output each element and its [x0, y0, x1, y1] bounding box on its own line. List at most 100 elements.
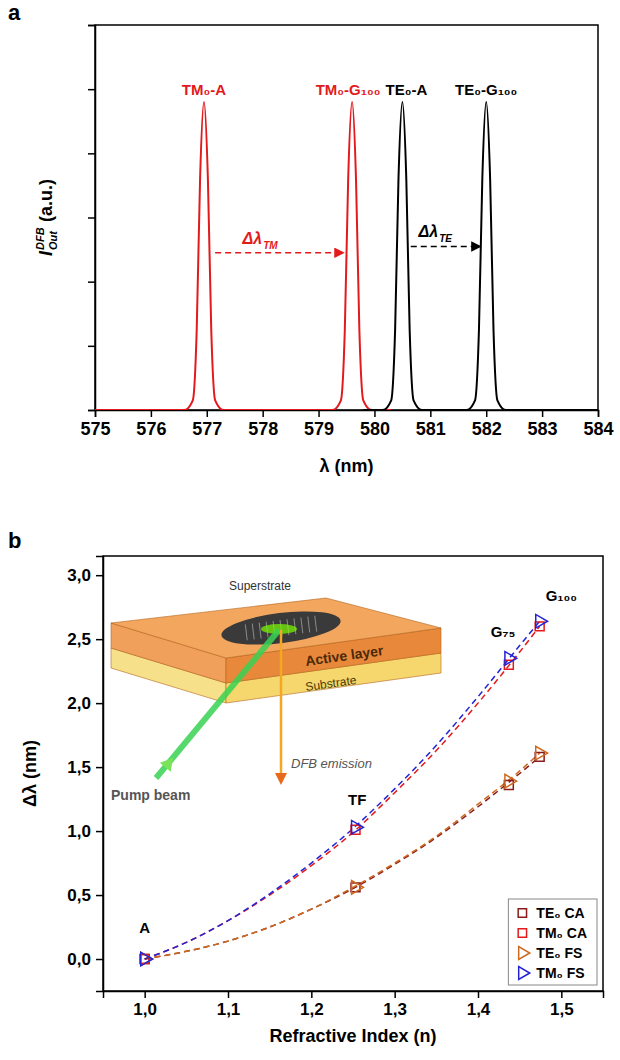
shift-label: ΔλTM: [242, 230, 279, 251]
tick-label: 1,5: [67, 758, 91, 777]
peak-label: TE₀-A: [386, 81, 428, 98]
legend-label: TM₀ CA: [536, 925, 587, 941]
axis-line: [96, 411, 599, 418]
y-axis-title-suffix: (a.u.): [36, 179, 56, 222]
tick-mark: [374, 410, 376, 417]
tick: 582: [472, 410, 502, 439]
data-point: [141, 952, 153, 966]
tick-mark: [486, 410, 488, 417]
plot-frame: [95, 25, 598, 410]
tick: 0,5: [67, 886, 103, 905]
emission-arrow: [275, 773, 287, 785]
data-point: [352, 820, 364, 834]
shift-label: ΔλTE: [418, 223, 453, 244]
tick: [88, 346, 95, 347]
peak-label: TE₀-G₁₀₀: [455, 81, 517, 98]
tick: [88, 218, 95, 219]
tick: 578: [248, 410, 278, 439]
tick-mark: [88, 281, 95, 283]
point-label: A: [139, 919, 150, 936]
tick: 580: [360, 410, 390, 439]
tick-mark: [88, 25, 95, 27]
tick-label: 1,1: [217, 1000, 241, 1019]
inset: SuperstrateActive layerSubstratePump bea…: [111, 579, 441, 803]
tick-mark: [394, 991, 396, 998]
tick-mark: [88, 410, 95, 412]
y-axis-title: IDFBOut(a.u.): [34, 179, 59, 256]
inset-label: Pump beam: [111, 787, 190, 803]
tick-mark: [144, 991, 146, 998]
tick: 1,2: [300, 991, 324, 1019]
data-point: [352, 881, 364, 895]
pump-arrow: [160, 758, 173, 772]
tick-mark: [262, 410, 264, 417]
tick-label: 1,2: [300, 1000, 324, 1019]
tick: 576: [136, 410, 166, 439]
tick-label: 3,0: [67, 566, 91, 585]
tick: 2,5: [67, 630, 103, 649]
legend-marker: [519, 967, 530, 980]
tick: [88, 282, 95, 283]
shift-label-main: Δλ: [242, 230, 263, 247]
tick-mark: [207, 410, 209, 417]
tick: 581: [416, 410, 446, 439]
tick-label: 1,0: [133, 1000, 157, 1019]
data-point: [505, 774, 517, 788]
data-point: [536, 614, 548, 628]
tick-mark: [318, 410, 320, 417]
tick: 0,0: [67, 950, 103, 969]
tick: [88, 410, 95, 411]
legend-marker: [518, 929, 526, 937]
tick: 1,0: [133, 991, 157, 1019]
fit-line: [145, 626, 540, 959]
tick-mark: [96, 895, 103, 897]
grating-line: [301, 618, 303, 634]
peak-label: TM₀-A: [182, 81, 226, 98]
legend-box: [508, 899, 597, 985]
y-axis: 0,00,51,01,52,02,53,0: [67, 557, 103, 992]
point-label: G₁₀₀: [546, 587, 577, 604]
tick-label: 1,4: [467, 1000, 491, 1019]
axis-line: [104, 992, 604, 999]
tick-label: 2,0: [67, 694, 91, 713]
tick-mark: [96, 575, 103, 577]
y-axis-title-sup: DFB: [34, 227, 46, 250]
tick: 1,5: [67, 758, 103, 777]
tick-mark: [478, 991, 480, 998]
tick-label: 576: [136, 419, 166, 439]
point-label: G₇₅: [491, 623, 516, 640]
data-point: [141, 952, 153, 966]
tick-label: 0,5: [67, 886, 91, 905]
grating-line: [252, 623, 254, 639]
tick: 579: [304, 410, 334, 439]
panel: a575576577578579580581582583584λ (nm)IDF…: [8, 0, 614, 476]
y-axis-title-sub: Out: [47, 230, 59, 250]
tick-label: 584: [583, 419, 613, 439]
tick: 1,5: [550, 991, 574, 1019]
grating-line: [245, 624, 247, 640]
panel-letter: b: [8, 528, 21, 553]
tick: 583: [528, 410, 558, 439]
tick: 2,0: [67, 694, 103, 713]
panel: b1,01,11,21,31,41,50,00,51,01,52,02,53,0…: [8, 528, 604, 1046]
x-axis: 575576577578579580581582583584: [80, 410, 613, 439]
tick-mark: [561, 991, 563, 998]
inset-label: Substrate: [304, 673, 357, 694]
tick-mark: [96, 767, 103, 769]
shift-arrow: [215, 252, 344, 254]
figure: a575576577578579580581582583584λ (nm)IDF…: [0, 0, 620, 1060]
peak-label: TM₀-G₁₀₀: [316, 81, 381, 98]
tick: 1,3: [383, 991, 407, 1019]
legend-label: TE₀ FS: [536, 945, 582, 961]
tick-label: 577: [192, 419, 222, 439]
spectrum-line: [95, 102, 391, 410]
tick-label: 583: [528, 419, 558, 439]
tick-label: 0,0: [67, 950, 91, 969]
tick-mark: [88, 217, 95, 219]
marks: [95, 102, 598, 410]
x-axis-title: Refractive Index (n): [269, 1026, 436, 1046]
fit-line: [145, 753, 540, 959]
point-label: TF: [348, 791, 366, 808]
panel-letter: a: [8, 0, 21, 25]
fit-line: [145, 621, 540, 959]
